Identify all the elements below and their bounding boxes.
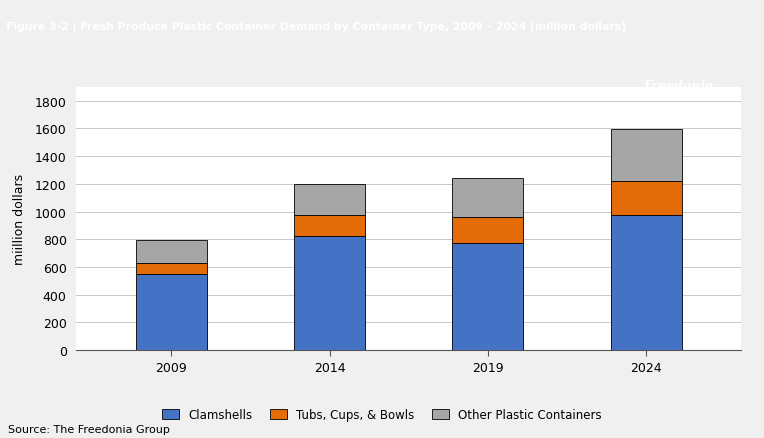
Text: Source: The Freedonia Group: Source: The Freedonia Group [8, 424, 170, 434]
Bar [452, 218, 523, 243]
Text: Freedonia: Freedonia [643, 80, 714, 92]
Bar [136, 274, 207, 350]
Bar [136, 240, 207, 263]
Bar [294, 184, 365, 215]
Legend: Clamshells, Tubs, Cups, & Bowls, Other Plastic Containers: Clamshells, Tubs, Cups, & Bowls, Other P… [157, 403, 607, 426]
Bar [610, 215, 681, 350]
Bar [610, 130, 681, 182]
Bar [610, 182, 681, 215]
Bar [452, 243, 523, 350]
Bar [294, 215, 365, 236]
Text: Figure 3-2 | Fresh Produce Plastic Container Demand by Container Type, 2009 – 20: Figure 3-2 | Fresh Produce Plastic Conta… [6, 22, 626, 33]
Bar [294, 236, 365, 350]
Bar [136, 263, 207, 274]
Y-axis label: miillion dollars: miillion dollars [14, 173, 27, 265]
Bar [452, 178, 523, 218]
